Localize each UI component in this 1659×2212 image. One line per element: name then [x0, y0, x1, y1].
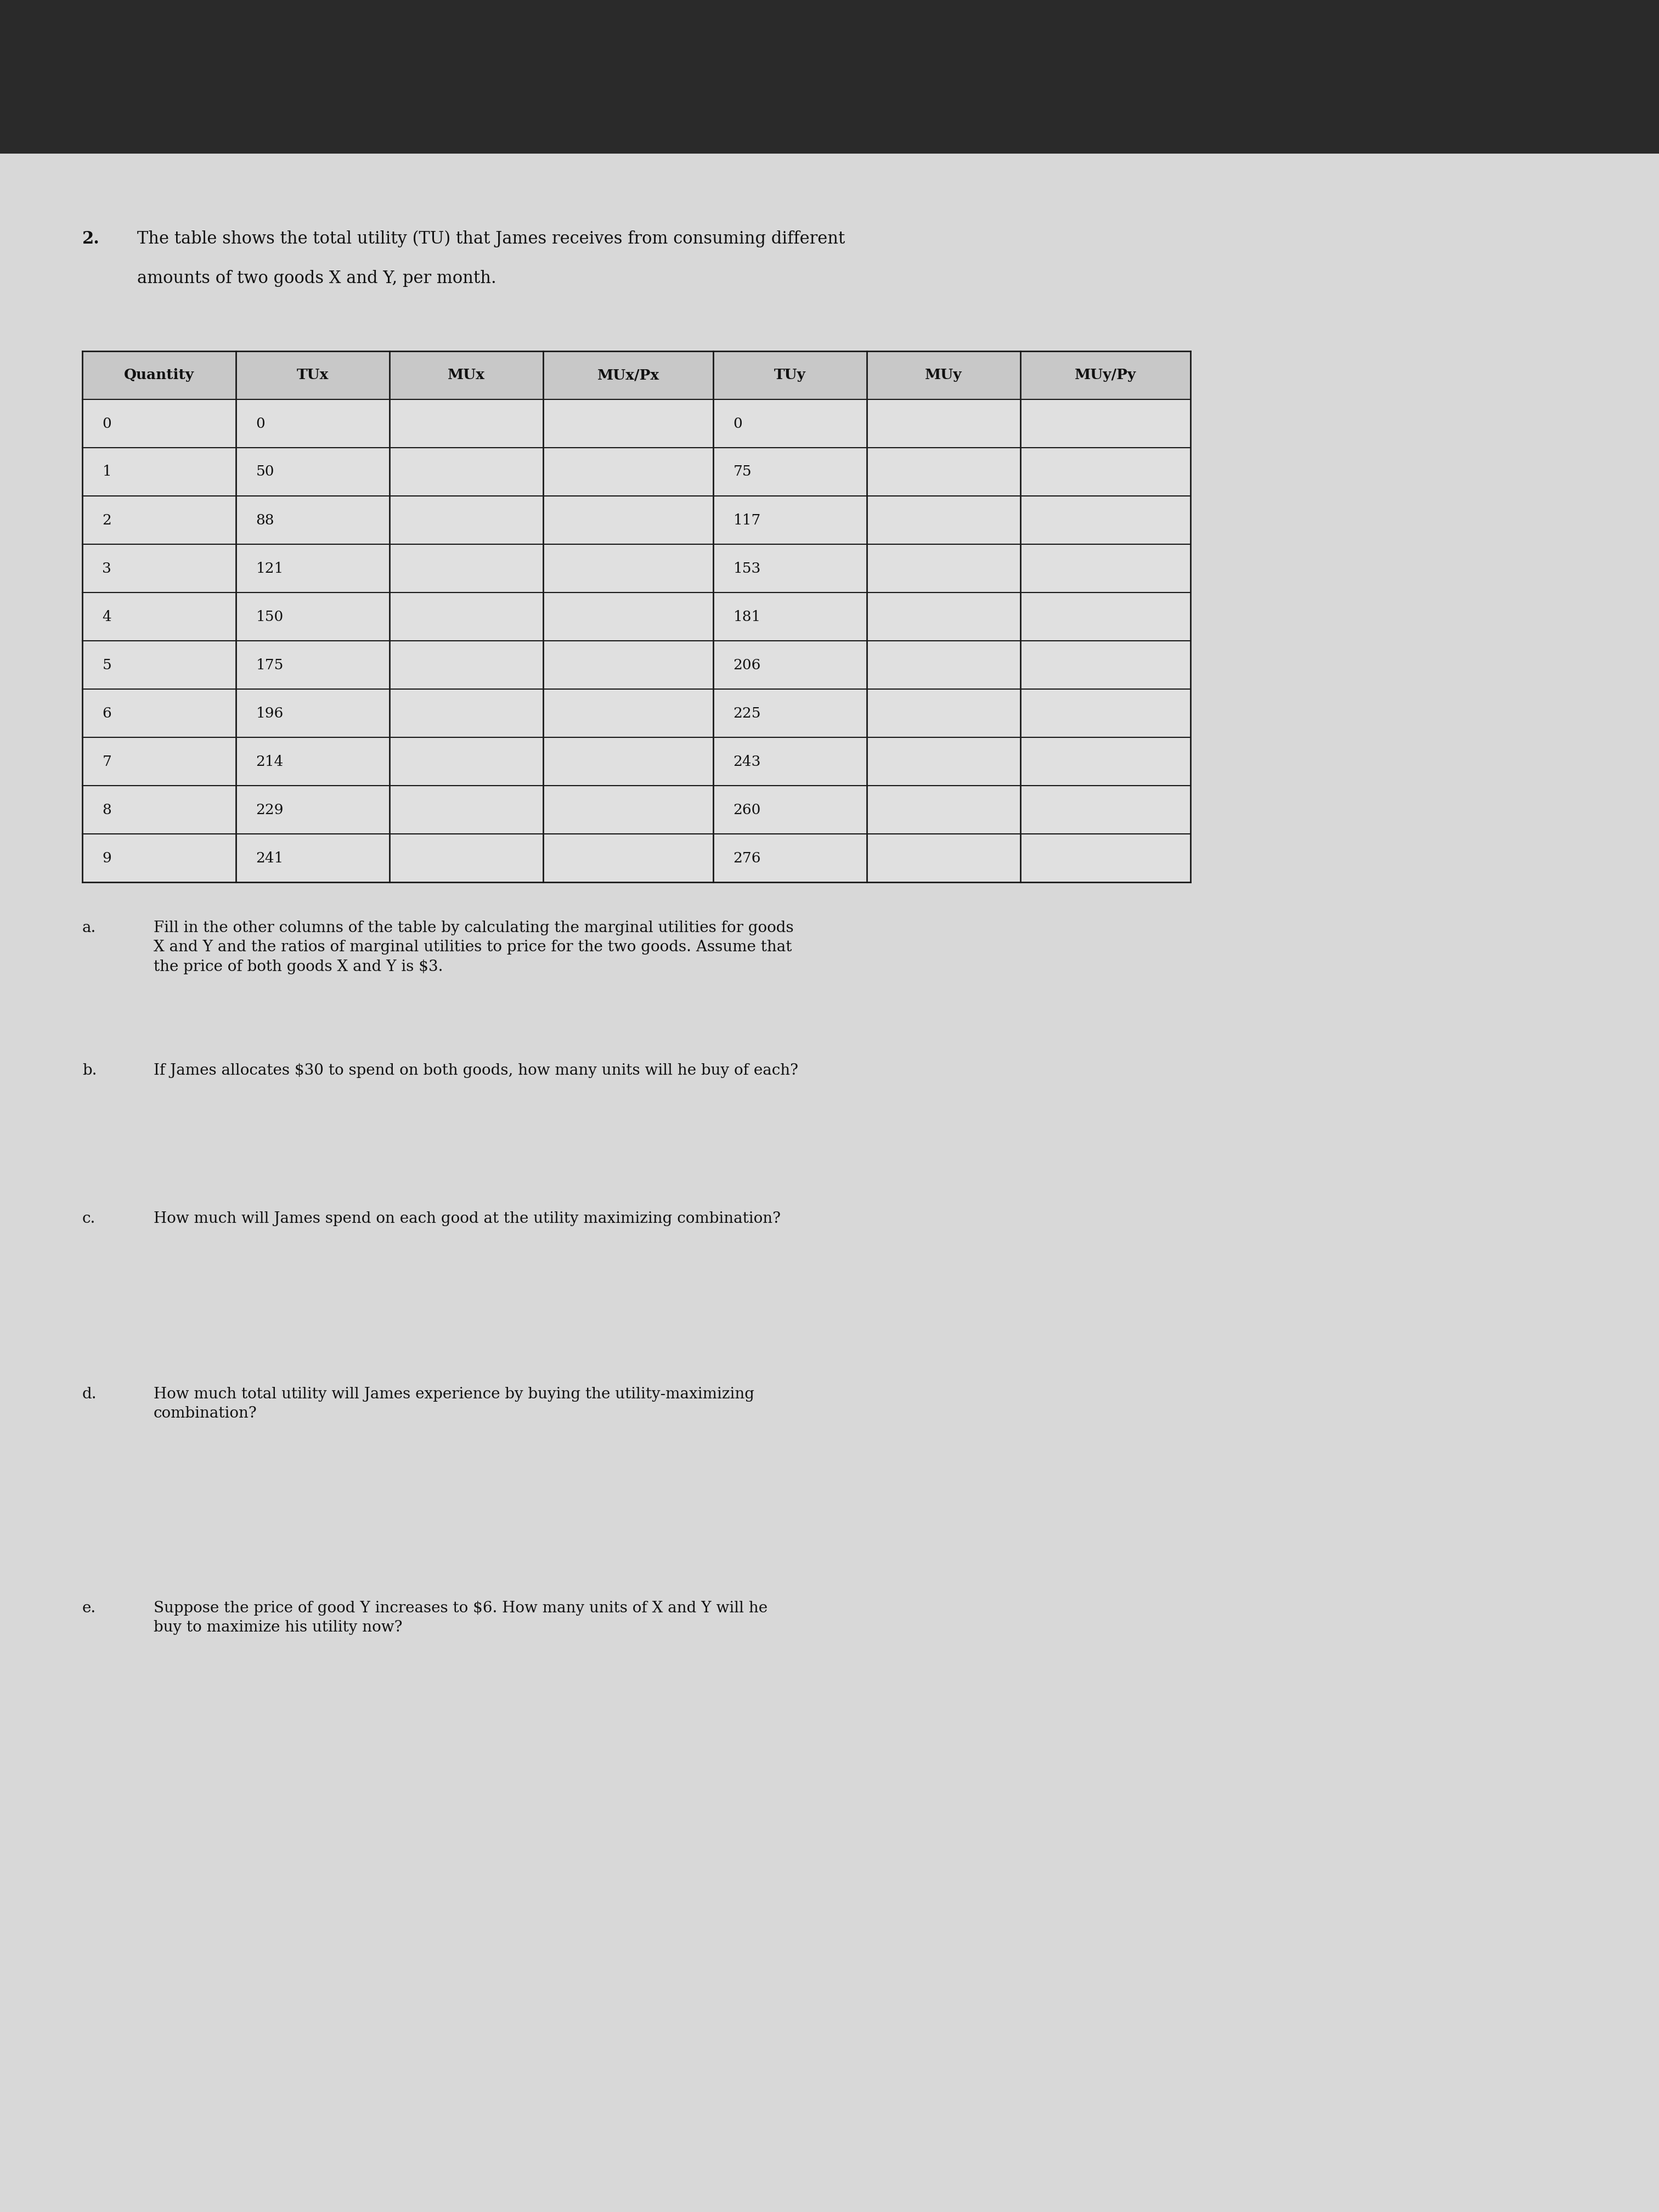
Text: 260: 260: [733, 803, 761, 816]
Text: 9: 9: [103, 852, 111, 865]
Bar: [83, 593, 1191, 641]
Text: 75: 75: [733, 465, 752, 478]
Text: 206: 206: [733, 657, 761, 672]
Text: 153: 153: [733, 562, 761, 575]
Text: The table shows the total utility (TU) that James receives from consuming differ: The table shows the total utility (TU) t…: [138, 230, 844, 248]
Text: 214: 214: [255, 754, 284, 768]
Bar: [83, 785, 1191, 834]
Text: TUy: TUy: [775, 369, 806, 383]
Text: 0: 0: [733, 416, 742, 431]
Text: 4: 4: [103, 611, 111, 624]
Text: 0: 0: [103, 416, 111, 431]
Text: d.: d.: [83, 1387, 96, 1402]
Text: 2: 2: [103, 513, 111, 526]
Text: 50: 50: [255, 465, 274, 478]
Text: 181: 181: [733, 611, 761, 624]
Text: MUx: MUx: [448, 369, 484, 383]
FancyBboxPatch shape: [0, 153, 1659, 2212]
Bar: [83, 495, 1191, 544]
Text: amounts of two goods X and Y, per month.: amounts of two goods X and Y, per month.: [138, 270, 496, 288]
Text: How much will James spend on each good at the utility maximizing combination?: How much will James spend on each good a…: [154, 1212, 781, 1225]
Text: 225: 225: [733, 706, 761, 721]
Text: c.: c.: [83, 1212, 96, 1225]
Text: a.: a.: [83, 920, 96, 936]
Bar: [83, 737, 1191, 785]
Text: MUx/Px: MUx/Px: [597, 369, 659, 383]
Bar: [83, 447, 1191, 495]
Text: 117: 117: [733, 513, 761, 526]
Text: 6: 6: [103, 706, 111, 721]
Text: 229: 229: [255, 803, 284, 816]
Text: 150: 150: [255, 611, 284, 624]
FancyBboxPatch shape: [0, 0, 1659, 153]
Text: How much total utility will James experience by buying the utility-maximizing
co: How much total utility will James experi…: [154, 1387, 755, 1420]
Text: MUy/Py: MUy/Py: [1075, 369, 1136, 383]
Text: e.: e.: [83, 1601, 96, 1615]
Text: MUy: MUy: [926, 369, 962, 383]
Bar: [83, 544, 1191, 593]
Text: 1: 1: [103, 465, 111, 478]
Text: 121: 121: [255, 562, 284, 575]
Text: 175: 175: [255, 657, 284, 672]
Text: 5: 5: [103, 657, 111, 672]
Bar: [83, 400, 1191, 447]
Text: 276: 276: [733, 852, 761, 865]
Text: 0: 0: [255, 416, 265, 431]
Bar: [83, 834, 1191, 883]
Bar: [83, 352, 1191, 400]
Text: TUx: TUx: [297, 369, 328, 383]
Text: 8: 8: [103, 803, 111, 816]
Text: Suppose the price of good Y increases to $6. How many units of X and Y will he
b: Suppose the price of good Y increases to…: [154, 1601, 768, 1635]
Text: 241: 241: [255, 852, 284, 865]
Text: If James allocates $30 to spend on both goods, how many units will he buy of eac: If James allocates $30 to spend on both …: [154, 1064, 798, 1077]
Text: 243: 243: [733, 754, 761, 768]
Text: b.: b.: [83, 1064, 96, 1077]
Text: 7: 7: [103, 754, 111, 768]
Text: 2.: 2.: [83, 230, 100, 248]
Text: Fill in the other columns of the table by calculating the marginal utilities for: Fill in the other columns of the table b…: [154, 920, 793, 973]
Bar: [83, 690, 1191, 737]
Text: 196: 196: [255, 706, 284, 721]
Text: 88: 88: [255, 513, 274, 526]
Text: 3: 3: [103, 562, 111, 575]
Bar: [83, 641, 1191, 690]
Text: Quantity: Quantity: [124, 369, 194, 383]
